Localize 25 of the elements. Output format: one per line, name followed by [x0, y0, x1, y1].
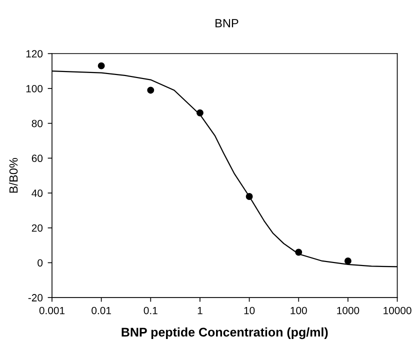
x-tick-label: 0.001: [39, 306, 65, 314]
x-tick-label: 100: [290, 306, 307, 314]
x-tick-label: 1000: [337, 306, 360, 314]
x-tick-label: 10: [244, 306, 255, 314]
point: [98, 62, 105, 70]
point: [344, 258, 352, 264]
y-tick-label: 100: [26, 84, 43, 92]
y-tick-label: -20: [28, 294, 43, 302]
y-axis-title: B/B0%: [9, 158, 18, 193]
chart-title: BNP: [216, 19, 238, 28]
y-tick-label: 0: [38, 259, 43, 267]
y-tick-label: 60: [32, 154, 43, 162]
x-tick-label: 0.1: [144, 306, 158, 314]
x-tick-label: 0.01: [92, 306, 111, 314]
y-tick-label: 80: [32, 120, 43, 128]
x-axis-title: BNP peptide Concentration (pg/ml): [122, 327, 328, 340]
point: [246, 193, 253, 200]
x-tick-label: 10000: [384, 306, 412, 314]
y-tick-label: 120: [26, 50, 43, 58]
y-tick-label: 20: [32, 224, 43, 232]
x-tick-label: 1: [198, 306, 202, 314]
y-tick-label: 40: [32, 190, 43, 197]
point: [147, 86, 154, 94]
point: [295, 248, 302, 256]
point: [196, 109, 204, 116]
